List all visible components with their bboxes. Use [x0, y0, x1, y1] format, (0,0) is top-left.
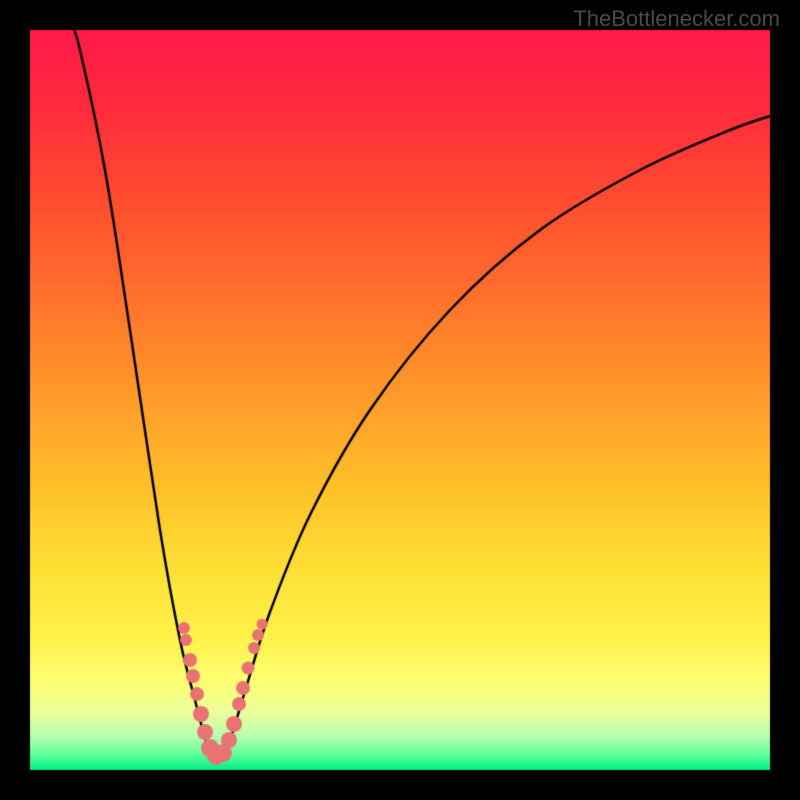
plot-canvas	[0, 0, 800, 800]
watermark-text: TheBottlenecker.com	[573, 6, 780, 32]
chart-stage: TheBottlenecker.com	[0, 0, 800, 800]
